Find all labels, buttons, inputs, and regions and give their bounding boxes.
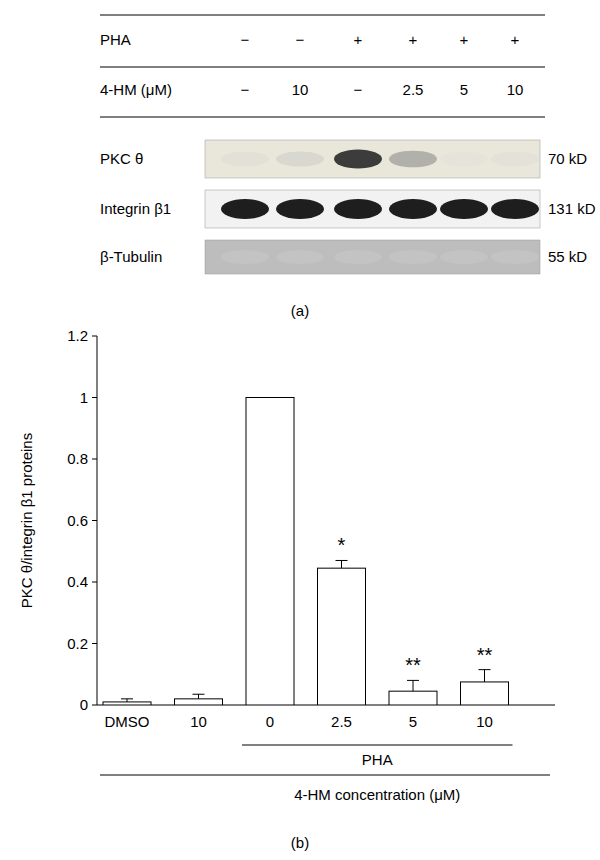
bar (175, 699, 223, 705)
caption: (b) (291, 834, 309, 851)
significance: ** (405, 654, 421, 676)
condition-cell: 10 (507, 81, 524, 98)
condition-cell: − (296, 31, 305, 48)
bar (103, 702, 151, 705)
caption: (a) (291, 302, 309, 319)
bar (389, 691, 437, 705)
condition-cell: 2.5 (403, 81, 424, 98)
band-name: PKC θ (100, 150, 143, 167)
group-line (242, 745, 513, 746)
condition-cell: − (241, 81, 250, 98)
y-tick-label: 1 (80, 389, 88, 406)
x-tick-label: 5 (409, 713, 417, 730)
group-label: PHA (362, 751, 393, 768)
condition-cell: − (354, 81, 363, 98)
rule (100, 67, 545, 68)
band-size: 70 kD (548, 150, 587, 167)
condition-cell: 10 (292, 81, 309, 98)
blot-strip (205, 240, 540, 274)
x-tick-label: 10 (190, 713, 207, 730)
error-cap (479, 669, 491, 670)
band (491, 152, 539, 167)
band (276, 151, 324, 166)
significance: ** (477, 644, 493, 666)
condition-cell: + (409, 31, 418, 48)
band (221, 152, 269, 167)
x-axis-label: 4-HM concentration (μM) (294, 786, 460, 803)
band (440, 199, 488, 219)
x-tick-label: 0 (266, 713, 274, 730)
y-tick (92, 459, 97, 460)
error-bar (413, 680, 414, 691)
y-tick-label: 0.6 (67, 512, 88, 529)
band-name: β-Tubulin (100, 248, 162, 265)
y-tick-label: 0.8 (67, 450, 88, 467)
error-bar (484, 670, 485, 682)
condition-label: PHA (100, 31, 131, 48)
bar (461, 682, 509, 705)
y-tick (92, 336, 97, 337)
y-tick (92, 520, 97, 521)
y-tick (92, 643, 97, 644)
bar (246, 398, 294, 706)
band (491, 250, 539, 264)
condition-cell: + (460, 31, 469, 48)
condition-cell: + (354, 31, 363, 48)
band (334, 250, 382, 264)
band (389, 151, 437, 168)
blot-strip (205, 190, 540, 228)
y-tick-label: 1.2 (67, 327, 88, 344)
significance: * (338, 534, 346, 556)
error-cap (193, 694, 205, 695)
group-line (100, 775, 550, 776)
error-cap (407, 680, 419, 681)
band (389, 199, 437, 219)
condition-label: 4-HM (μM) (100, 81, 172, 98)
condition-cell: + (511, 31, 520, 48)
error-cap (336, 560, 348, 561)
band-size: 131 kD (548, 200, 596, 217)
band (221, 250, 269, 264)
y-tick (92, 397, 97, 398)
band (440, 250, 488, 264)
error-bar (198, 694, 199, 699)
error-cap (121, 698, 133, 699)
x-tick-label: DMSO (105, 713, 150, 730)
band (276, 199, 324, 219)
condition-cell: − (241, 31, 250, 48)
x-tick-label: 10 (476, 713, 493, 730)
band (276, 250, 324, 264)
band-name: Integrin β1 (100, 200, 171, 217)
error-bar (341, 560, 342, 568)
band (440, 152, 488, 166)
bars (103, 398, 509, 706)
blot-strip (205, 140, 540, 178)
condition-cell: 5 (460, 81, 468, 98)
x-tick-label: 2.5 (331, 713, 352, 730)
rule (100, 117, 545, 118)
y-tick (92, 582, 97, 583)
band (389, 250, 437, 264)
y-tick-label: 0 (80, 696, 88, 713)
band (221, 199, 269, 219)
bar (318, 568, 366, 705)
band-size: 55 kD (548, 248, 587, 265)
rule (100, 15, 545, 16)
figure: PHA−−++++4-HM (μM)−10−2.5510PKC θ70 kDIn… (0, 0, 600, 860)
band (334, 199, 382, 219)
band (491, 199, 539, 219)
y-tick-label: 0.2 (67, 635, 88, 652)
y-tick-label: 0.4 (67, 573, 88, 590)
y-tick (92, 705, 97, 706)
band (334, 149, 382, 168)
y-axis-label: PKC θ/integrin β1 proteins (18, 433, 35, 608)
